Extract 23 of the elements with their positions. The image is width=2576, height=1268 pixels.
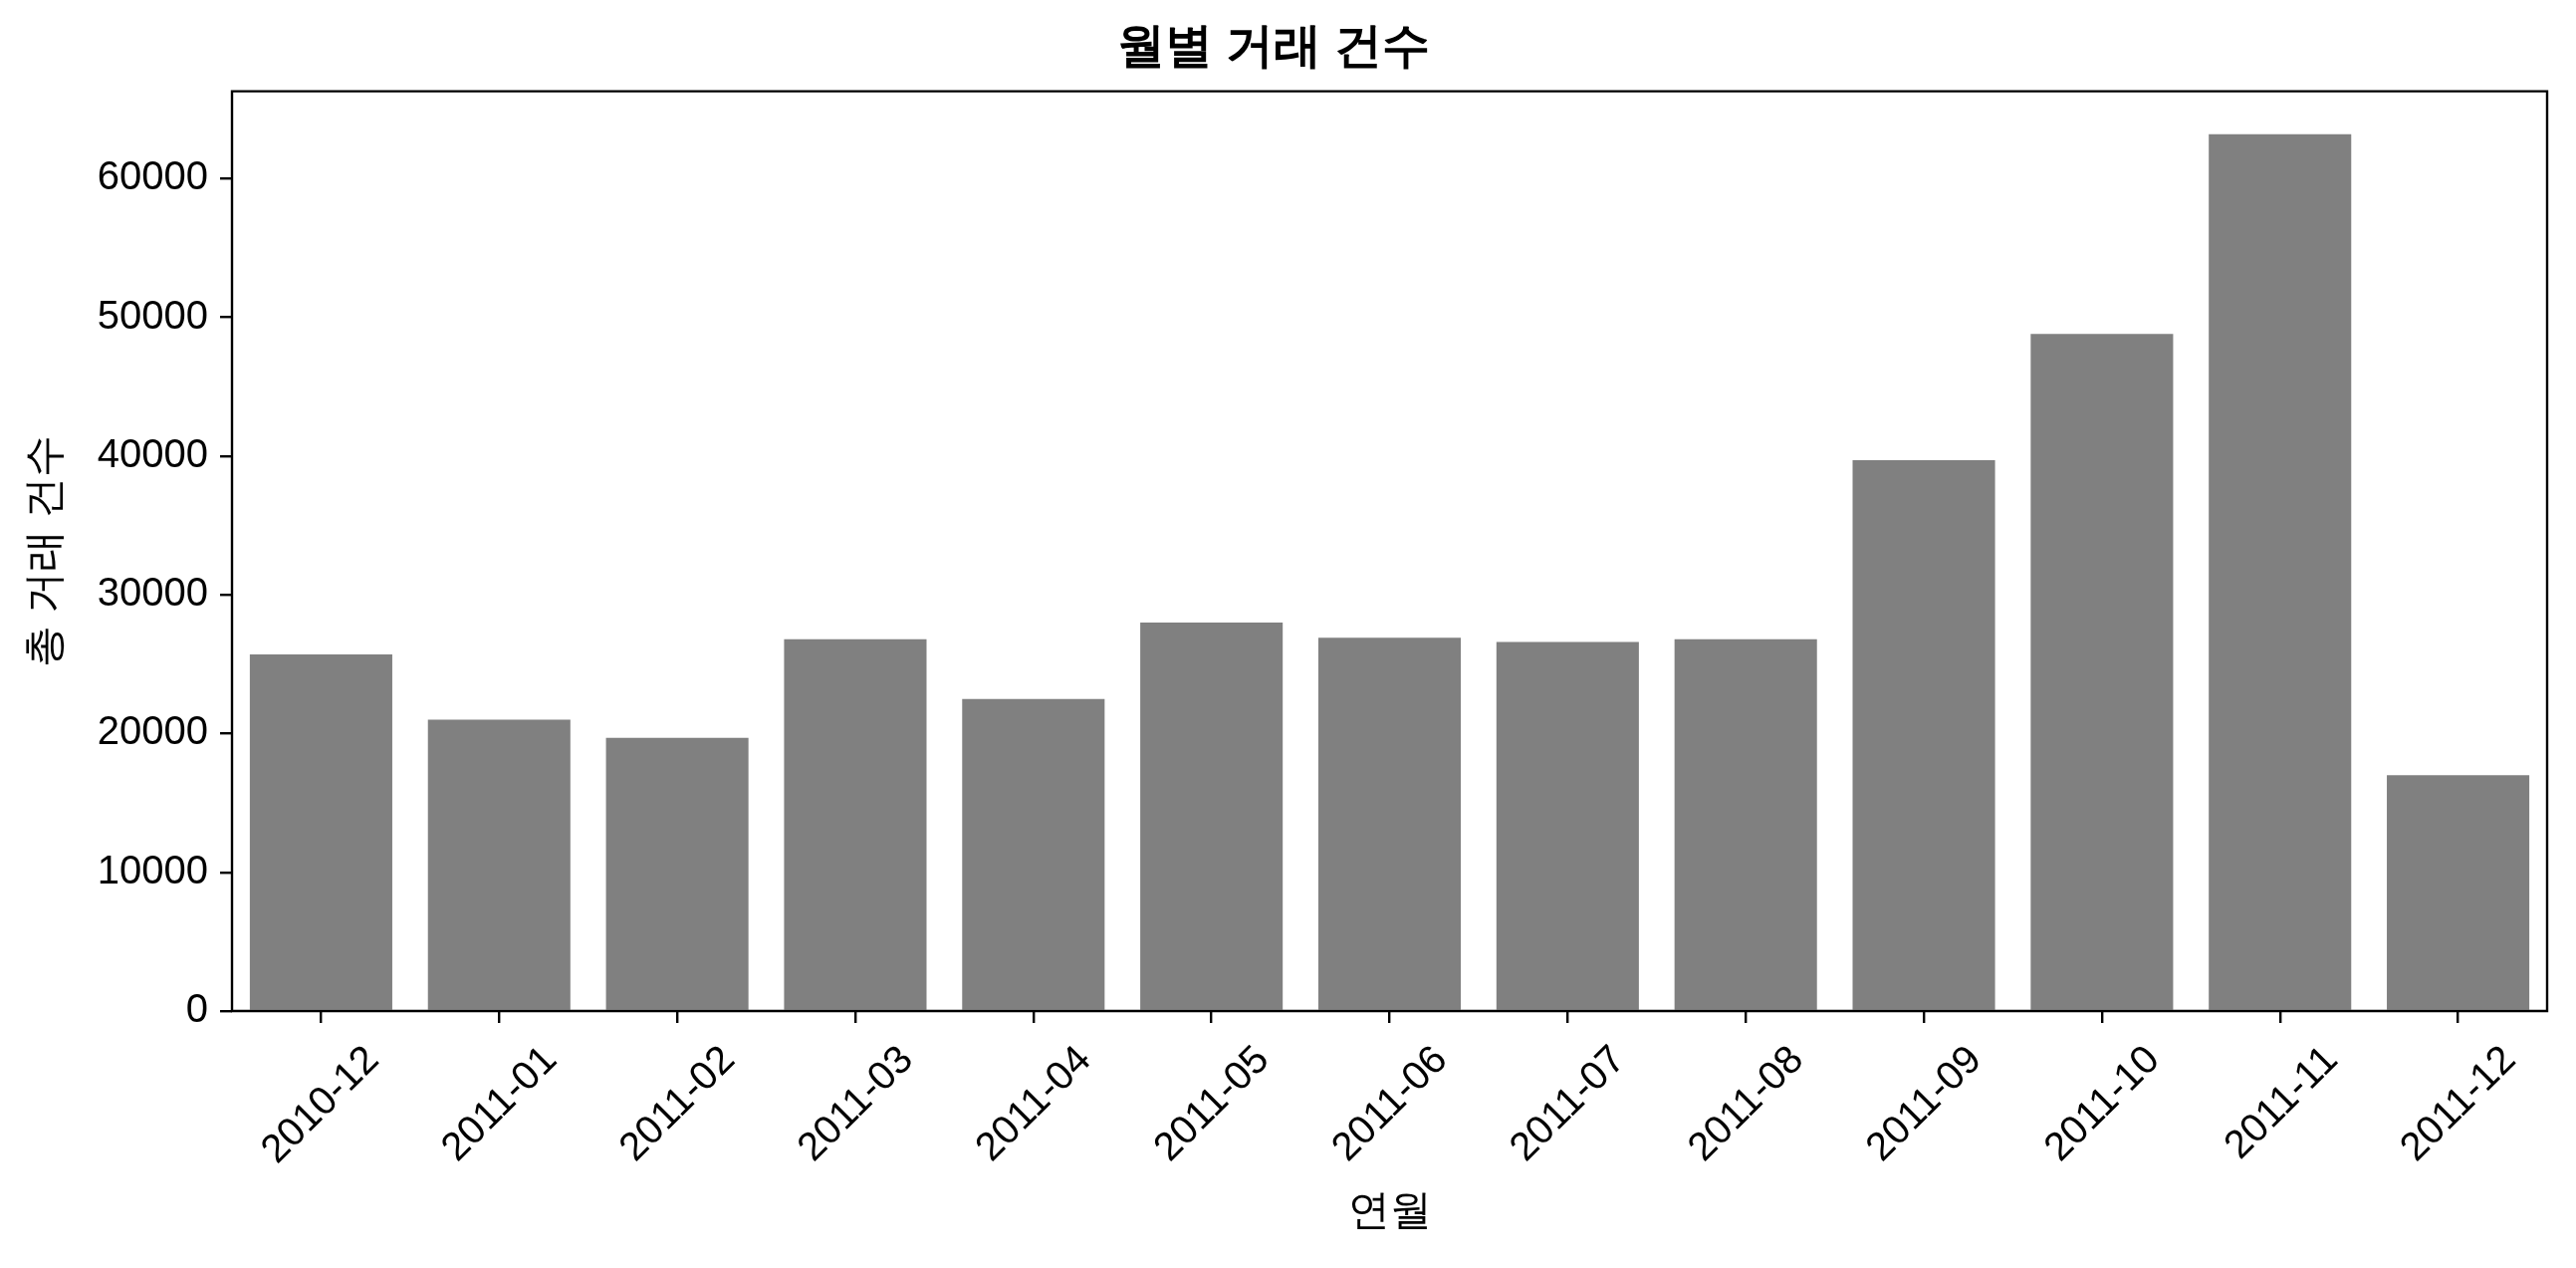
- bar: [784, 638, 927, 1010]
- bar: [2387, 775, 2530, 1010]
- y-tick-label: 60000: [97, 153, 208, 198]
- x-axis-title: 연월: [1347, 1186, 1432, 1234]
- bar: [1852, 460, 1995, 1010]
- bar: [1317, 637, 1462, 1010]
- y-tick-label: 30000: [97, 570, 208, 615]
- y-tick-label: 40000: [97, 430, 208, 475]
- y-axis-title: 총 거래 건수: [19, 434, 67, 667]
- chart-title: 월별 거래 건수: [1116, 19, 1431, 73]
- y-tick-label: 50000: [97, 292, 208, 337]
- bar: [1674, 638, 1817, 1010]
- bar: [605, 737, 749, 1010]
- bar: [2209, 133, 2352, 1010]
- y-tick-label: 20000: [97, 708, 208, 753]
- bar: [2030, 334, 2174, 1010]
- bar: [1140, 623, 1284, 1010]
- y-tick-label: 0: [185, 986, 208, 1031]
- bar: [249, 654, 392, 1010]
- bar: [962, 698, 1105, 1010]
- y-tick-label: 10000: [97, 847, 208, 891]
- bar: [427, 719, 571, 1010]
- bar: [1496, 641, 1639, 1010]
